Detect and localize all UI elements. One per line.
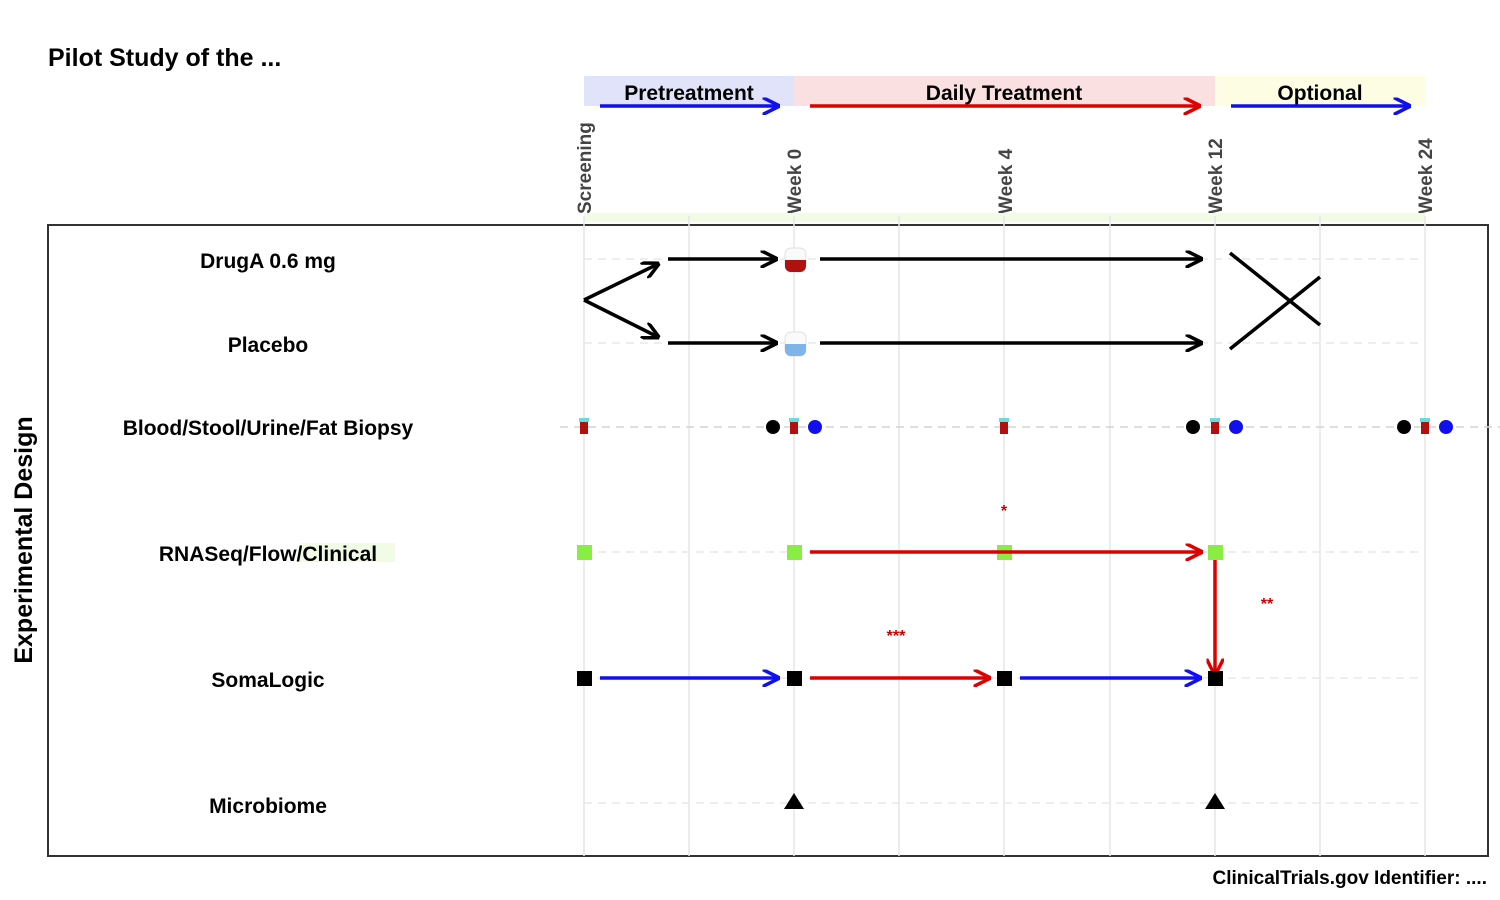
row-label-placebo: Placebo — [228, 334, 309, 357]
significance-mark-1: * — [1001, 503, 1008, 520]
sample-tube-icons — [579, 418, 1430, 434]
significance-mark-2: ** — [1261, 596, 1274, 613]
y-axis-label: Experimental Design — [10, 416, 38, 663]
phase-label-daily-treatment: Daily Treatment — [926, 82, 1082, 105]
phase-label-pretreatment: Pretreatment — [624, 82, 754, 105]
phase-band-daily-treatment — [794, 76, 1215, 106]
row-label-rnaseq: RNASeq/Flow/Clinical — [159, 543, 377, 566]
tick-label-week-12: Week 12 — [1206, 138, 1227, 214]
randomization-arrows — [583, 259, 1201, 343]
row-label-drug: DrugA 0.6 mg — [200, 250, 336, 273]
tick-label-screening: Screening — [575, 122, 596, 214]
tick-label-week-4: Week 4 — [996, 148, 1017, 214]
sample-dots — [766, 420, 1453, 434]
row-label-highlight — [300, 543, 395, 562]
phase-band-optional — [1215, 76, 1425, 106]
row-label-microbiome: Microbiome — [209, 795, 327, 818]
crossover-x — [1228, 251, 1322, 351]
tick-label-week-24: Week 24 — [1416, 138, 1437, 214]
placebo-vial-icon — [784, 331, 807, 357]
drug-vial-icon — [784, 247, 807, 273]
row-label-samples: Blood/Stool/Urine/Fat Biopsy — [123, 417, 414, 440]
significance-mark-3: *** — [887, 628, 906, 645]
row-label-somalogic: SomaLogic — [211, 669, 325, 692]
phase-band-pretreatment — [584, 76, 794, 106]
tick-label-week-0: Week 0 — [785, 149, 806, 214]
microbiome-markers — [784, 793, 1225, 809]
trial-identifier: ClinicalTrials.gov Identifier: .... — [1212, 868, 1487, 889]
design-panel — [47, 224, 1489, 857]
phase-label-optional: Optional — [1277, 82, 1362, 105]
somalogic-markers — [577, 671, 1223, 686]
diagram-title: Pilot Study of the ... — [48, 44, 281, 72]
grid-verticals — [583, 216, 1426, 856]
